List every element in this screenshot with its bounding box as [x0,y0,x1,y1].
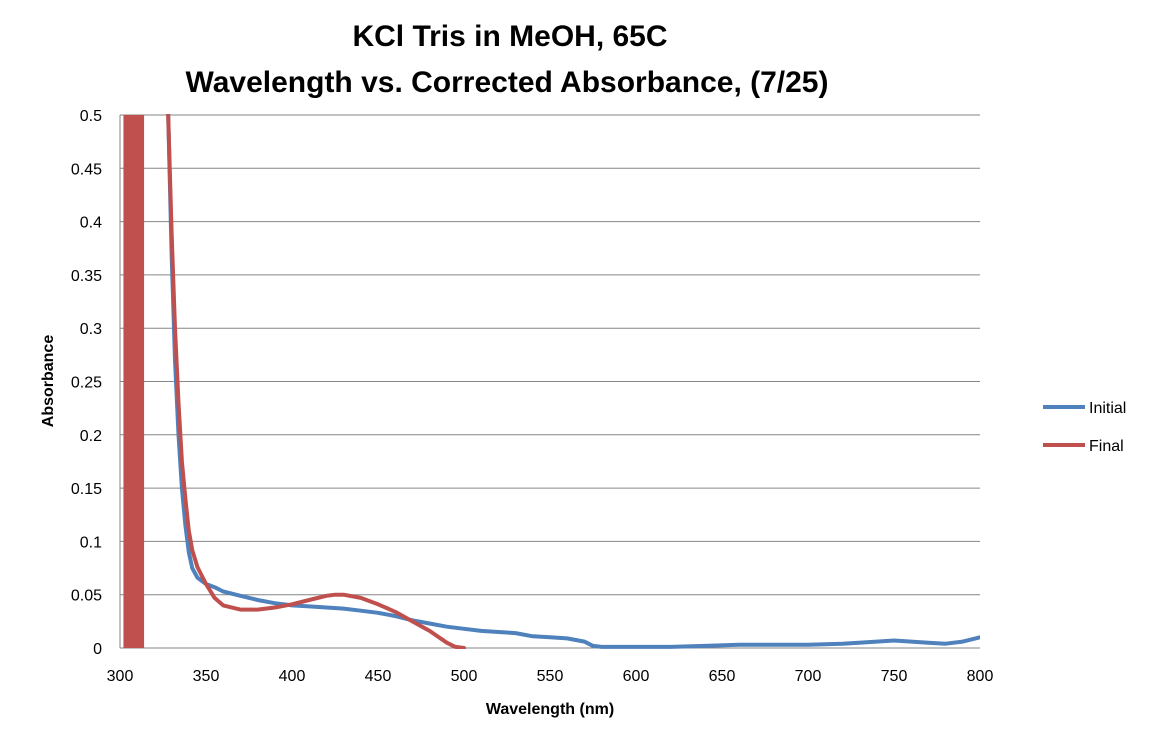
x-tick-label: 700 [795,668,822,685]
x-tick-label: 500 [451,668,478,685]
x-tick-label: 550 [537,668,564,685]
y-tick-label: 0.05 [71,588,102,605]
x-tick-label: 350 [193,668,220,685]
chart-title-line-1: KCl Tris in MeOH, 65C [352,20,667,53]
x-tick-label: 800 [967,668,994,685]
x-tick-label: 400 [279,668,306,685]
x-axis-title: Wavelength (nm) [486,701,614,718]
y-tick-label: 0.25 [71,375,102,392]
axes: 0 0.05 0.1 0.15 0.2 0.25 0.3 0.35 0.4 0.45 0.5 300 3… [71,108,994,685]
x-tick-label: 750 [881,668,908,685]
x-tick-label: 300 [107,668,134,685]
plot-area [123,114,980,649]
gridlines [120,114,980,649]
final-band-mark [123,115,145,648]
series-line-final [166,114,466,649]
legend-label-initial: Initial [1089,400,1126,417]
y-tick-label: 0 [93,641,102,658]
y-tick-label: 0.5 [80,108,102,125]
y-tick-label: 0.2 [80,428,102,445]
y-tick-label: 0.35 [71,268,102,285]
y-tick-label: 0.1 [80,534,102,551]
y-tick-label: 0.4 [80,215,102,232]
y-tick-label: 0.3 [80,321,102,338]
y-tick-label: 0.45 [71,161,102,178]
y-axis-title: Absorbance [40,335,57,428]
legend: Initial Final [1043,400,1126,455]
series-line-initial [166,114,980,649]
x-tick-label: 450 [365,668,392,685]
y-tick-label: 0.15 [71,481,102,498]
x-tick-label: 600 [623,668,650,685]
legend-label-final: Final [1089,438,1124,455]
x-tick-label: 650 [709,668,736,685]
chart-title-line-2: Wavelength vs. Corrected Absorbance, (7/… [186,66,829,99]
